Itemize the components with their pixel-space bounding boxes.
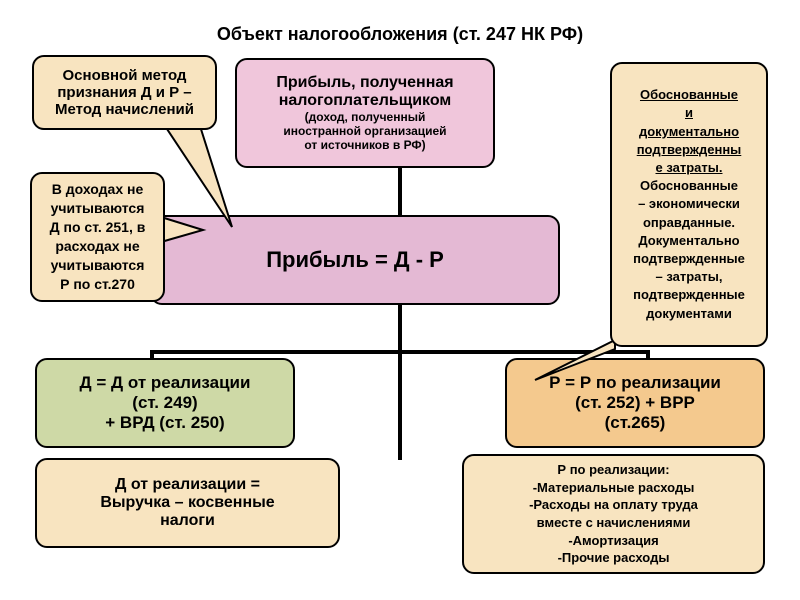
rreal-line6: -Прочие расходы — [558, 549, 670, 567]
profit-line3: (доход, полученный — [305, 110, 426, 124]
profit-line1: Прибыль, полученная — [276, 74, 453, 92]
cr-l4: подтвержденны — [637, 141, 742, 159]
page-title: Объект налогообложения (ст. 247 НК РФ) — [0, 24, 800, 45]
cr-l8: оправданные. — [643, 214, 735, 232]
cr-l3: документально — [639, 123, 739, 141]
d-line2: (ст. 249) — [132, 393, 197, 413]
formula-text: Прибыль = Д - Р — [266, 247, 444, 273]
rreal-line3: -Расходы на оплату труда — [529, 496, 698, 514]
callout-excl-l1: В доходах не — [52, 180, 144, 199]
cr-l12: подтвержденные — [633, 286, 745, 304]
d-line3: + ВРД (ст. 250) — [105, 413, 224, 433]
cr-l2: и — [685, 104, 693, 122]
callout-method-l2: признания Д и Р – — [57, 84, 191, 101]
callout-right-tail — [530, 335, 620, 385]
cr-l11: – затраты, — [656, 268, 723, 286]
rreal-line5: -Амортизация — [568, 532, 658, 550]
cr-l5: е затраты. — [656, 159, 723, 177]
box-d-realization: Д от реализации = Выручка – косвенные на… — [35, 458, 340, 548]
dreal-line3: налоги — [160, 512, 215, 530]
rreal-line2: -Материальные расходы — [533, 479, 695, 497]
callout-method-l1: Основной метод — [63, 67, 187, 84]
callout-excl-l6: Р по ст.270 — [60, 275, 135, 294]
dreal-line2: Выручка – косвенные — [100, 494, 274, 512]
d-line1: Д = Д от реализации — [80, 373, 251, 393]
cr-l6: Обоснованные — [640, 177, 738, 195]
r-line3: (ст.265) — [605, 413, 666, 433]
cr-l9: Документально — [638, 232, 739, 250]
box-d-formula: Д = Д от реализации (ст. 249) + ВРД (ст.… — [35, 358, 295, 448]
callout-excl-l4: расходах не — [55, 237, 139, 256]
dreal-line1: Д от реализации = — [115, 476, 260, 494]
r-line2: (ст. 252) + ВРР — [575, 393, 695, 413]
profit-line5: от источников в РФ) — [304, 138, 425, 152]
cr-l1: Обоснованные — [640, 86, 738, 104]
cr-l10: подтвержденные — [633, 250, 745, 268]
box-profit-taxpayer: Прибыль, полученная налогоплательщиком (… — [235, 58, 495, 168]
callout-excl-l3: Д по ст. 251, в — [50, 218, 146, 237]
callout-method-l3: Метод начислений — [55, 101, 194, 118]
cr-l13: документами — [646, 305, 732, 323]
cr-l7: – экономически — [638, 195, 740, 213]
profit-line2: налогоплательщиком — [279, 92, 452, 110]
rreal-line4: вместе с начислениями — [537, 514, 691, 532]
box-r-realization: Р по реализации: -Материальные расходы -… — [462, 454, 765, 574]
callout-exclusions: В доходах не учитываются Д по ст. 251, в… — [30, 172, 165, 302]
connector-vertical-main — [398, 160, 402, 460]
callout-method: Основной метод признания Д и Р – Метод н… — [32, 55, 217, 130]
callout-excl-l2: учитываются — [51, 199, 145, 218]
profit-line4: иностранной организацией — [283, 124, 446, 138]
callout-justified-costs: Обоснованные и документально подтвержден… — [610, 62, 768, 347]
callout-exclusions-tail — [158, 212, 208, 252]
callout-excl-l5: учитываются — [51, 256, 145, 275]
rreal-line1: Р по реализации: — [557, 461, 669, 479]
